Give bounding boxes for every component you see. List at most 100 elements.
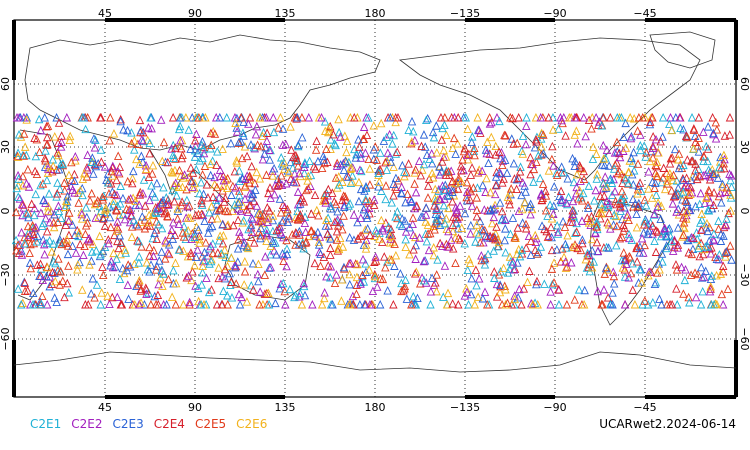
occultation-triangle [200, 247, 209, 257]
occultation-triangle [124, 195, 133, 204]
occultation-triangle [561, 239, 570, 249]
occultation-triangle [377, 215, 386, 225]
occultation-triangle [193, 245, 202, 254]
occultation-triangle [681, 265, 690, 274]
occultation-triangle [56, 159, 65, 169]
occultation-triangle [669, 191, 679, 201]
occultation-triangle [304, 184, 313, 193]
occultation-triangle [31, 222, 41, 232]
occultation-triangle [703, 156, 712, 166]
occultation-triangle [241, 174, 250, 184]
occultation-triangle [223, 183, 232, 193]
occultation-triangle [411, 240, 420, 250]
occultation-triangle [409, 245, 418, 254]
occultation-triangle [485, 112, 494, 122]
occultation-triangle [109, 248, 118, 258]
occultation-triangle [219, 286, 228, 295]
occultation-triangle [453, 112, 463, 122]
occultation-triangle [320, 117, 330, 126]
occultation-triangle [122, 204, 131, 213]
occultation-triangle [164, 274, 173, 284]
occultation-triangle [712, 254, 722, 264]
occultation-triangle [300, 162, 309, 172]
occultation-triangle [195, 188, 204, 198]
occultation-triangle [624, 215, 633, 224]
occultation-triangle [612, 221, 622, 231]
occultation-triangle [706, 282, 715, 291]
occultation-triangle [50, 268, 59, 277]
occultation-triangle [265, 155, 275, 164]
occultation-triangle [356, 279, 365, 288]
occultation-triangle [368, 286, 378, 296]
occultation-triangle [467, 137, 476, 146]
occultation-triangle [172, 190, 181, 200]
occultation-triangle [421, 210, 431, 219]
occultation-triangle [595, 117, 604, 126]
occultation-triangle [319, 155, 329, 164]
occultation-triangle [123, 280, 133, 289]
occultation-triangle [33, 260, 42, 269]
occultation-triangle [255, 299, 264, 309]
occultation-triangle [468, 132, 477, 141]
occultation-triangle [369, 195, 379, 204]
occultation-triangle [561, 263, 571, 272]
occultation-triangle [411, 232, 420, 242]
occultation-triangle [18, 200, 28, 209]
occultation-triangle [722, 214, 731, 223]
occultation-triangle [188, 267, 197, 276]
occultation-triangle [629, 147, 638, 157]
occultation-triangle [584, 250, 594, 259]
occultation-triangle [441, 152, 451, 161]
occultation-triangle [43, 206, 53, 215]
occultation-triangle [645, 156, 655, 166]
occultation-triangle [439, 145, 449, 155]
occultation-triangle [78, 174, 88, 183]
occultation-triangle [704, 165, 713, 174]
occultation-triangle [210, 129, 220, 138]
occultation-triangle [286, 122, 295, 131]
occultation-triangle [110, 189, 119, 199]
occultation-triangle [592, 219, 601, 229]
occultation-triangle [179, 299, 188, 309]
occultation-triangle [588, 154, 598, 163]
occultation-triangle [103, 291, 112, 300]
occultation-triangle [558, 216, 568, 226]
occultation-triangle [683, 132, 692, 142]
occultation-triangle [220, 273, 230, 283]
occultation-triangle [700, 198, 710, 207]
occultation-triangle [141, 164, 151, 174]
occultation-triangle [190, 260, 199, 270]
occultation-triangle [383, 257, 392, 266]
occultation-triangle [323, 213, 333, 222]
occultation-triangle [213, 248, 223, 257]
occultation-triangle [387, 230, 397, 240]
occultation-triangle [251, 185, 260, 194]
occultation-triangle [508, 213, 518, 222]
occultation-triangle [331, 199, 341, 209]
occultation-triangle [147, 181, 156, 190]
occultation-triangle [301, 238, 310, 247]
occultation-triangle [97, 288, 106, 297]
occultation-triangle [347, 177, 357, 186]
occultation-triangle [461, 112, 471, 122]
occultation-triangle [129, 215, 138, 225]
occultation-triangle [124, 294, 133, 303]
occultation-triangle [615, 233, 625, 243]
lat-label: −30 [0, 263, 12, 286]
occultation-triangle [501, 215, 510, 224]
occultation-triangle [604, 200, 613, 210]
occultation-triangle [299, 196, 309, 206]
occultation-triangle [229, 220, 238, 230]
occultation-triangle [75, 239, 85, 249]
occultation-triangle [462, 187, 472, 197]
occultation-triangle [362, 235, 371, 245]
occultation-triangle [42, 132, 52, 142]
occultation-triangle [283, 217, 293, 226]
occultation-triangle [580, 285, 589, 295]
occultation-triangle [565, 112, 574, 122]
occultation-triangle [168, 185, 177, 195]
occultation-triangle [429, 242, 438, 252]
occultation-triangle [600, 160, 609, 170]
occultation-triangle [164, 240, 174, 249]
occultation-triangle [430, 225, 439, 234]
